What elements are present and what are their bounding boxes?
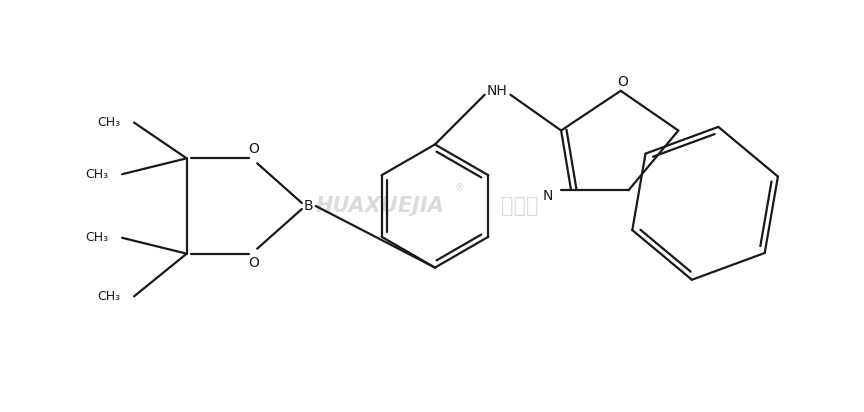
Text: O: O xyxy=(248,255,258,269)
Text: CH₃: CH₃ xyxy=(85,231,108,244)
Text: B: B xyxy=(304,199,314,213)
Text: O: O xyxy=(617,75,628,89)
Text: NH: NH xyxy=(486,84,507,98)
Text: O: O xyxy=(248,143,258,157)
Text: CH₃: CH₃ xyxy=(85,168,108,181)
Text: ®: ® xyxy=(455,183,465,193)
Text: N: N xyxy=(543,189,554,203)
Text: HUAXUEJIA: HUAXUEJIA xyxy=(316,196,445,216)
Text: 化学加: 化学加 xyxy=(500,196,538,216)
Text: CH₃: CH₃ xyxy=(97,290,120,303)
Text: CH₃: CH₃ xyxy=(97,116,120,129)
